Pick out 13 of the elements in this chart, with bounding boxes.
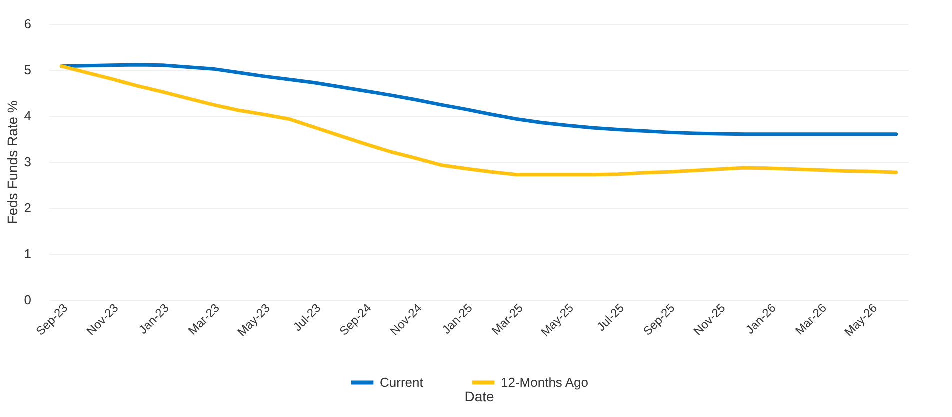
legend-label: Current <box>380 374 424 390</box>
line-series <box>60 63 898 136</box>
y-tick-label: 5 <box>24 62 32 78</box>
y-tick-label: 4 <box>24 108 32 124</box>
y-axis-title: Feds Funds Rate % <box>4 100 20 224</box>
y-tick-label: 0 <box>24 292 32 308</box>
legend-label: 12-Months Ago <box>501 374 588 390</box>
x-axis-title: Date <box>464 388 494 405</box>
y-tick-label: 3 <box>24 154 32 170</box>
line-series <box>60 64 898 177</box>
y-tick-label: 1 <box>24 246 32 262</box>
y-tick-label: 6 <box>24 16 32 32</box>
y-tick-label: 2 <box>24 200 32 216</box>
